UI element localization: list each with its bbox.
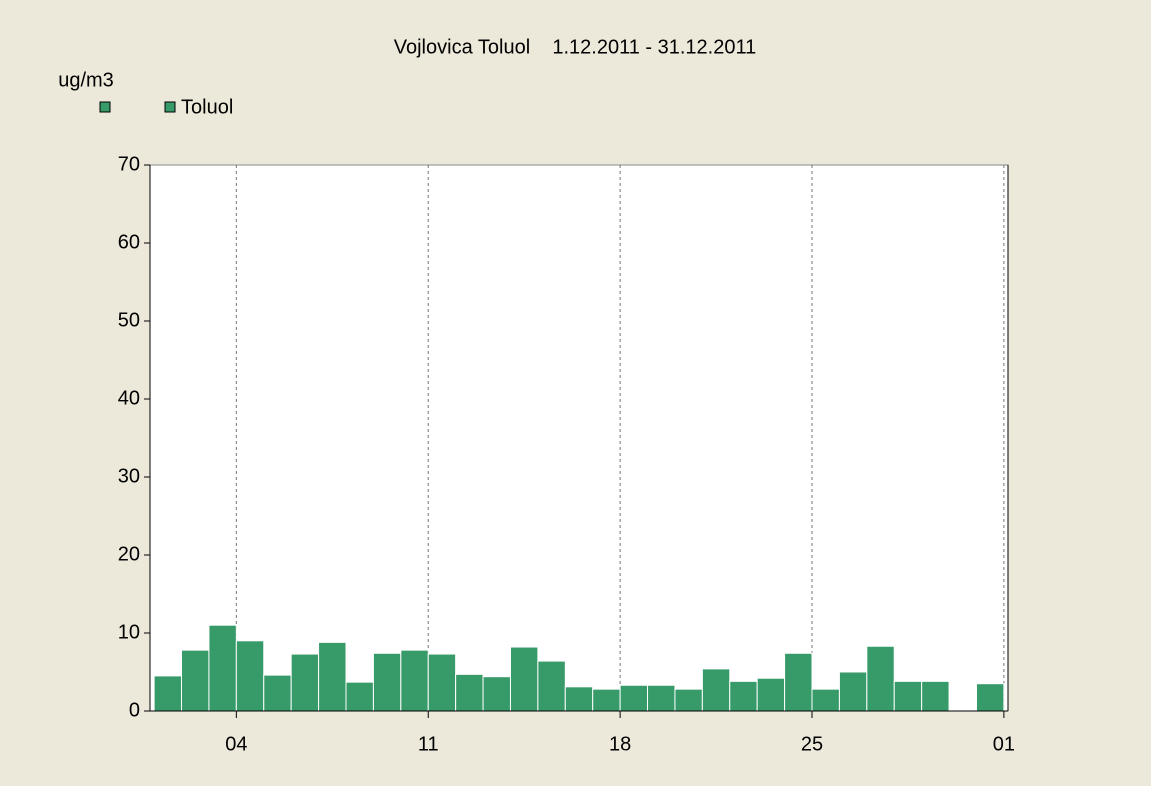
bar (455, 673, 484, 712)
bar (290, 653, 320, 712)
y-axis-label: ug/m3 (58, 69, 114, 91)
bar (482, 676, 511, 712)
bar (811, 688, 840, 712)
bar (756, 677, 786, 712)
bar (181, 649, 210, 712)
y-tick-label: 20 (118, 543, 140, 565)
bar (208, 624, 237, 712)
bar (537, 660, 566, 712)
bar (592, 688, 621, 712)
y-tick-label: 40 (118, 387, 140, 409)
bar (838, 671, 868, 712)
y-tick-label: 0 (129, 699, 140, 721)
x-tick-label: 25 (801, 733, 823, 755)
bar (921, 680, 950, 712)
bar (564, 686, 594, 712)
bar (345, 681, 374, 712)
legend-swatch (164, 101, 176, 113)
bar (318, 641, 347, 712)
bar (729, 680, 758, 712)
bar (153, 675, 183, 712)
bar (263, 674, 292, 712)
x-tick-label: 04 (225, 733, 247, 755)
bar (975, 683, 1005, 712)
y-tick-label: 70 (118, 153, 140, 175)
y-tick-label: 60 (118, 231, 140, 253)
bar (619, 684, 649, 712)
legend-label: Toluol (181, 96, 233, 118)
bar (427, 653, 457, 712)
y-tick-label: 10 (118, 621, 140, 643)
bar (400, 649, 429, 712)
bar (509, 646, 539, 712)
bar (372, 652, 402, 712)
plot-area (149, 164, 1009, 712)
chart-title: Vojlovica Toluol 1.12.2011 - 31.12.2011 (394, 36, 757, 58)
x-tick-label: 18 (609, 733, 631, 755)
bar (893, 680, 923, 712)
bar (647, 684, 676, 712)
bar (674, 688, 703, 712)
x-tick-label: 01 (993, 733, 1015, 755)
bar (701, 668, 731, 712)
bar (235, 640, 265, 712)
bar (866, 645, 895, 712)
bar (784, 652, 813, 712)
y-tick-label: 50 (118, 309, 140, 331)
y-tick-label: 30 (118, 465, 140, 487)
x-tick-label: 11 (418, 733, 439, 755)
legend-swatch-blank (99, 101, 111, 113)
